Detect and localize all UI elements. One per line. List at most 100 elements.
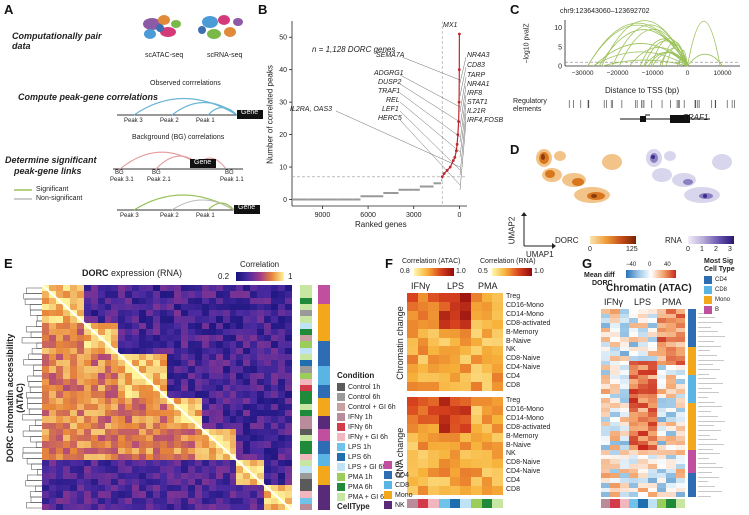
g-celltype-cell xyxy=(688,478,696,483)
g-celltype-cell xyxy=(688,313,696,319)
g-heat-cell xyxy=(666,473,676,479)
heat-cell xyxy=(257,341,265,348)
heat-cell xyxy=(250,322,258,329)
heat-cell xyxy=(278,453,286,460)
celltype-bar-cell xyxy=(318,428,330,435)
f-heat-cell xyxy=(407,382,418,391)
heat-cell xyxy=(90,291,98,298)
heat-cell xyxy=(62,347,70,354)
heat-cell xyxy=(76,460,84,467)
f-heat-cell xyxy=(481,355,493,365)
heat-cell xyxy=(173,303,181,310)
heat-cell xyxy=(139,472,147,479)
heat-cell xyxy=(55,435,63,442)
f-row-label: CD4-Naive xyxy=(506,468,541,476)
g-heat-cell xyxy=(666,402,676,408)
heat-cell xyxy=(48,385,56,392)
heat-cell xyxy=(243,353,251,360)
heat-cell xyxy=(194,316,202,323)
heat-cell xyxy=(271,322,279,329)
heat-cell xyxy=(264,360,272,367)
condition-bar-cell xyxy=(300,385,312,392)
heat-cell xyxy=(48,453,56,460)
f-heat-cell xyxy=(417,432,429,442)
heat-cell xyxy=(97,285,105,292)
condition-legend-label: LPS 6h xyxy=(348,453,371,461)
f-heat-cell xyxy=(407,293,418,302)
data-point xyxy=(368,195,384,198)
g-gene-tick xyxy=(698,450,720,455)
f-heat-cell xyxy=(471,468,482,478)
f-condition-cell xyxy=(492,499,503,508)
f-heat-cell xyxy=(481,364,493,374)
g-sig-legend-item: CD8 xyxy=(704,285,730,295)
heat-cell xyxy=(236,485,244,492)
f-heat-cell xyxy=(492,328,503,338)
heat-cell xyxy=(180,335,188,342)
heat-cell xyxy=(125,416,133,423)
heat-cell xyxy=(285,285,292,292)
celltype-bar-cell xyxy=(318,310,330,317)
f-heat-cell xyxy=(439,450,450,460)
heat-cell xyxy=(153,335,161,342)
g-gene-tick xyxy=(698,426,721,431)
heat-cell xyxy=(104,335,112,342)
f-heat-cell xyxy=(439,382,450,391)
heat-cell xyxy=(146,322,154,329)
gene-label: SEMA7A xyxy=(376,52,405,59)
f-row-label: CD16-Mono xyxy=(506,405,544,413)
c-link-arc xyxy=(687,53,723,67)
heat-cell xyxy=(194,297,202,304)
heat-cell xyxy=(139,397,147,404)
f-heat-cell xyxy=(492,364,503,374)
g-heat-cell xyxy=(638,374,648,380)
heat-cell xyxy=(278,303,286,310)
condition-bar-cell xyxy=(300,453,312,460)
heat-cell xyxy=(264,497,272,504)
gene-label: IRF4,FOSB xyxy=(467,117,504,124)
celltype-legend: B CD4 CD8 Mono NK xyxy=(384,460,413,510)
heat-cell xyxy=(83,441,91,448)
heat-cell xyxy=(111,403,119,410)
heat-cell xyxy=(160,472,167,479)
heat-cell xyxy=(180,453,188,460)
heat-cell xyxy=(76,291,84,298)
heat-cell xyxy=(264,391,272,398)
observed-arcs xyxy=(117,98,263,119)
sig-peak-1: Peak 1 xyxy=(196,213,215,219)
traf1-gene-label: TRAF1 xyxy=(683,113,709,122)
f-rna-tick-high: 1.0 xyxy=(534,268,544,275)
f-heat-cell xyxy=(439,346,450,356)
heat-cell xyxy=(264,491,272,498)
heat-cell xyxy=(194,497,202,504)
g-heat-cell xyxy=(656,464,667,469)
g-celltype-cell xyxy=(688,393,696,399)
heat-cell xyxy=(55,391,63,398)
heat-cell xyxy=(201,503,209,510)
f-heat-cell xyxy=(492,405,503,415)
heat-cell xyxy=(111,341,119,348)
dendrogram-branch xyxy=(33,364,42,371)
heat-cell xyxy=(69,303,77,310)
f-heat-cell xyxy=(492,486,503,495)
heat-cell xyxy=(236,428,244,435)
heat-cell xyxy=(125,491,133,498)
celltype-bar-cell xyxy=(318,410,330,417)
g-heat-cell xyxy=(656,341,667,347)
heat-cell xyxy=(257,353,265,360)
g-heat-cell xyxy=(601,417,611,422)
heat-cell xyxy=(271,310,279,317)
heat-cell xyxy=(215,453,223,460)
heat-cell xyxy=(76,478,84,485)
heat-cell xyxy=(285,322,292,329)
heat-cell xyxy=(250,335,258,342)
g-gene-tick xyxy=(698,389,719,394)
dendrogram-branch xyxy=(22,430,42,437)
g-heat-cell xyxy=(628,365,639,371)
heat-cell xyxy=(55,360,63,367)
heat-cell xyxy=(257,466,265,473)
g-gene-tick xyxy=(698,440,724,445)
heat-cell xyxy=(229,428,237,435)
heat-cell xyxy=(222,410,230,417)
heat-cell xyxy=(180,385,188,392)
